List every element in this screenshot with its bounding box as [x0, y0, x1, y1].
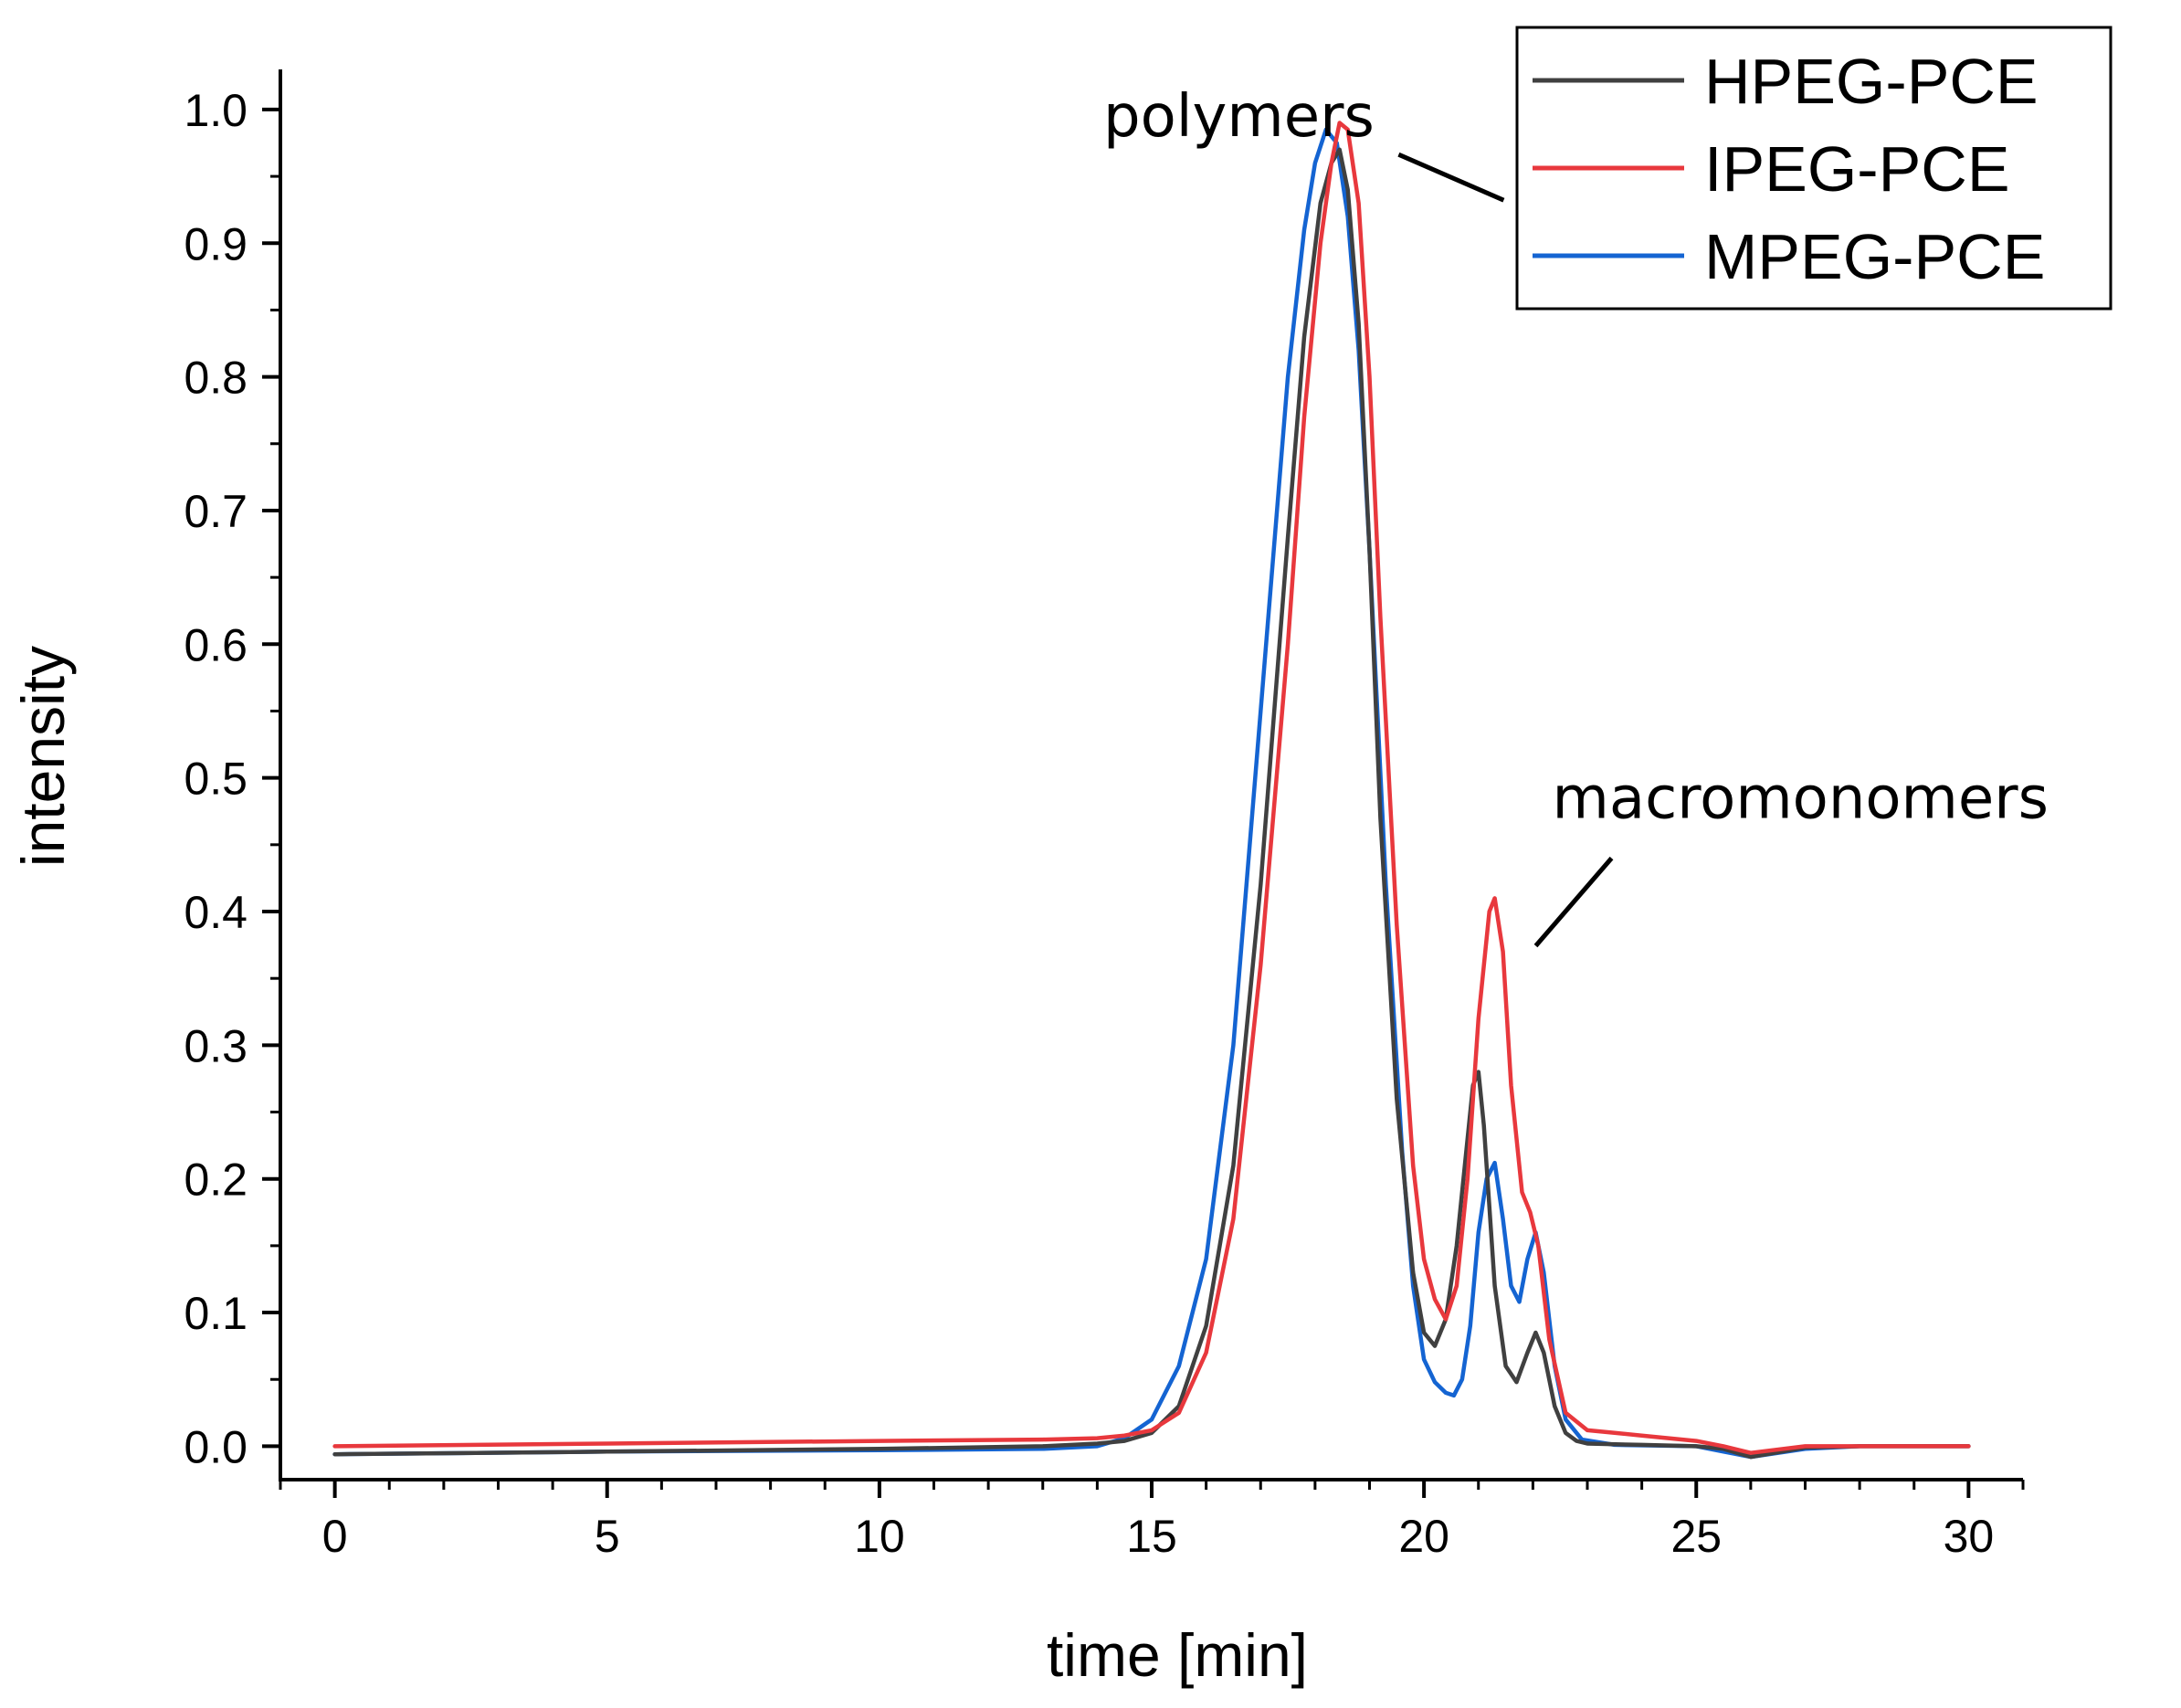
y-tick-label: 0.4	[184, 887, 248, 938]
y-tick-label: 0.1	[184, 1288, 248, 1339]
series-line-mpeg-pce	[332, 127, 1971, 1460]
annotations: polymers macromonomers	[1103, 83, 2049, 948]
x-tick-label: 10	[854, 1511, 905, 1562]
y-tick-label: 0.6	[184, 619, 248, 670]
series-line-ipeg-pce	[332, 121, 1971, 1455]
annotation-pointer-macromonomers	[1533, 856, 1614, 948]
plot-lines	[332, 121, 1971, 1460]
y-tick-label: 0.2	[184, 1154, 248, 1206]
x-tick-label: 0	[322, 1511, 348, 1562]
y-tick-label: 0.7	[184, 486, 248, 537]
y-axis-title: intensity	[9, 646, 77, 867]
annotation-pointer-polymers	[1397, 152, 1505, 203]
y-tick-label: 0.5	[184, 754, 248, 805]
legend-label: MPEG-PCE	[1704, 221, 2045, 292]
x-tick-label: 5	[595, 1511, 620, 1562]
x-tick-label: 20	[1398, 1511, 1449, 1562]
series-line-hpeg-pce	[332, 147, 1971, 1460]
annotation-polymers: polymers	[1103, 83, 1375, 151]
y-tick-label: 0.0	[184, 1421, 248, 1472]
y-tick-label: 1.0	[184, 85, 248, 136]
annotation-macromonomers: macromonomers	[1553, 765, 2049, 833]
x-tick-label: 30	[1944, 1511, 1995, 1562]
y-tick-label: 0.9	[184, 218, 248, 269]
legend-label: IPEG-PCE	[1704, 133, 2010, 205]
legend: HPEG-PCE IPEG-PCE MPEG-PCE	[1515, 26, 2113, 311]
legend-label: HPEG-PCE	[1704, 46, 2039, 117]
x-tick-label: 15	[1126, 1511, 1177, 1562]
y-tick-label: 0.8	[184, 353, 248, 404]
x-tick-label: 25	[1670, 1511, 1722, 1562]
axes: 0.0 0.1 0.2 0.3 0.4 0.5 0.6 0.7 0.8 0.9 1.0 0 5 10 15 2…	[9, 69, 2025, 1689]
y-tick-label: 0.3	[184, 1020, 248, 1071]
x-axis-title: time [min]	[1047, 1621, 1308, 1689]
